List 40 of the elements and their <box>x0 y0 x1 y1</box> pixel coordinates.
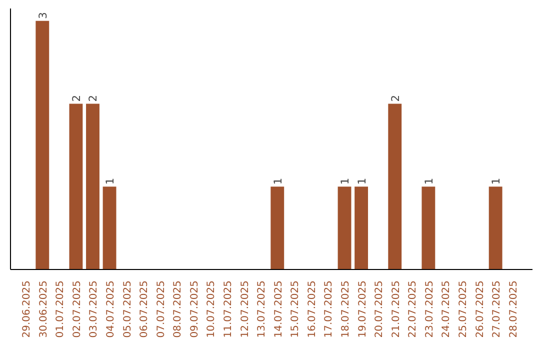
x-tick-label: 14.07.2025 <box>273 280 284 338</box>
x-tick-label: 13.07.2025 <box>256 280 268 338</box>
x-tick-label: 11.07.2025 <box>223 280 234 338</box>
x-tick-label: 03.07.2025 <box>88 280 100 338</box>
x-tick-label: 24.07.2025 <box>441 280 452 338</box>
x-tick-label: 02.07.2025 <box>72 280 83 338</box>
x-tick-label: 26.07.2025 <box>474 280 486 338</box>
data-label: 2 <box>70 95 83 102</box>
x-tick-label: 16.07.2025 <box>306 280 318 338</box>
data-label: 3 <box>36 12 50 19</box>
data-label: 1 <box>271 178 284 185</box>
data-label: 1 <box>422 178 436 185</box>
x-tick-label: 12.07.2025 <box>240 280 251 338</box>
x-tick-label: 17.07.2025 <box>324 280 335 338</box>
x-tick-label: 25.07.2025 <box>458 280 470 338</box>
x-tick-label: 10.07.2025 <box>206 280 218 338</box>
data-label: 1 <box>338 178 352 185</box>
data-label: 1 <box>355 178 368 185</box>
data-label: 1 <box>104 178 117 185</box>
x-tick-label: 27.07.2025 <box>492 280 503 338</box>
x-tick-label: 29.06.2025 <box>22 280 33 338</box>
x-tick-label: 21.07.2025 <box>390 280 402 338</box>
x-tick-label: 09.07.2025 <box>189 280 200 338</box>
data-label: 2 <box>388 95 402 102</box>
x-tick-label: 15.07.2025 <box>290 280 302 338</box>
x-tick-label: 19.07.2025 <box>357 280 368 338</box>
x-tick-label: 30.06.2025 <box>38 280 50 338</box>
x-tick-label: 08.07.2025 <box>172 280 184 338</box>
x-tick-label: 23.07.2025 <box>424 280 436 338</box>
data-label: 1 <box>490 178 503 185</box>
x-tick-label: 18.07.2025 <box>340 280 352 338</box>
x-tick-label: 28.07.2025 <box>508 280 520 338</box>
x-tick-label: 06.07.2025 <box>139 280 150 338</box>
data-label: 2 <box>86 95 100 102</box>
x-tick-label: 20.07.2025 <box>374 280 386 338</box>
x-tick-label: 07.07.2025 <box>156 280 167 338</box>
x-tick-label: 22.07.2025 <box>408 280 419 338</box>
x-tick-label: 05.07.2025 <box>122 280 134 338</box>
x-tick-label: 04.07.2025 <box>106 280 117 338</box>
x-tick-label: 01.07.2025 <box>55 280 66 338</box>
